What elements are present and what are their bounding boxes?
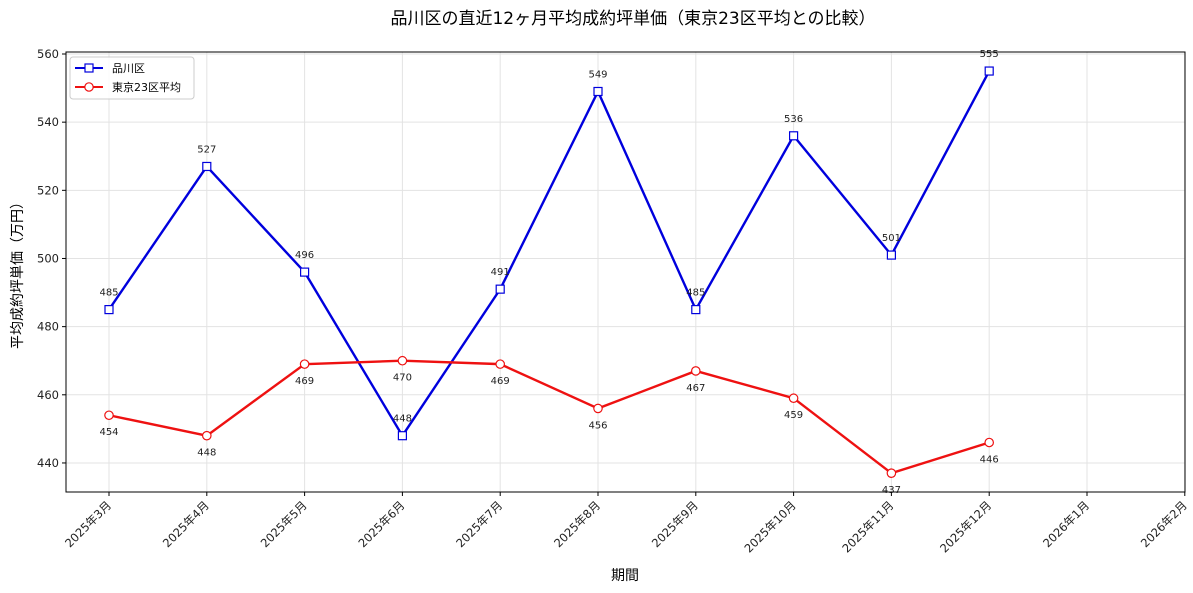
square-marker-icon [886,250,897,260]
x-tick-label: 2025年5月 [258,498,310,550]
x-tick-label: 2025年6月 [355,498,407,550]
square-marker-icon [788,131,799,141]
square-marker-icon [202,161,212,172]
data-label: 470 [393,373,412,384]
legend-item-tokyo23: 東京23区平均 [75,80,181,94]
data-label: 467 [686,383,705,394]
x-tick-label: 2025年10月 [742,498,799,555]
series-line [108,70,991,438]
y-tick-label: 560 [37,47,59,61]
data-label: 448 [393,414,412,425]
legend: 品川区 東京23区平均 [69,56,195,100]
data-label: 555 [980,49,999,60]
circle-marker-icon [104,410,114,421]
circle-marker-icon [397,355,408,366]
x-tick-label: 2025年12月 [937,498,994,555]
square-marker-icon [593,86,603,97]
legend-label: 東京23区平均 [112,80,181,94]
square-marker-icon [104,305,114,315]
series-line [108,359,990,475]
legend-label: 品川区 [112,62,145,75]
data-label: 485 [99,288,118,299]
x-tick-label: 2025年11月 [839,498,896,555]
series-1: 454 448 469 470 469 456 467 459 437 446 [99,355,999,496]
x-tick-label: 2026年2月 [1138,498,1190,550]
y-tick-label: 480 [37,320,59,334]
y-tick-label: 540 [37,115,59,129]
data-label: 485 [686,288,705,299]
circle-marker-icon [299,359,310,369]
circle-marker-icon [202,430,212,441]
square-marker-icon [300,267,310,277]
circle-marker-icon [886,468,897,478]
square-marker-icon [397,431,407,441]
square-marker-icon [84,63,94,73]
circle-marker-icon [984,437,994,448]
data-label: 536 [784,114,803,125]
square-marker-icon [984,66,994,76]
data-label: 456 [588,420,607,431]
x-tick-label: 2025年3月 [62,498,114,550]
square-marker-icon [691,305,701,315]
x-tick-label: 2025年8月 [551,498,603,550]
data-label: 446 [980,455,999,466]
x-tick-label: 2025年7月 [453,498,505,550]
data-label: 454 [99,427,118,438]
y-tick-label: 520 [37,183,59,197]
y-tick-label: 440 [37,456,59,470]
square-marker-icon [495,284,505,294]
x-axis: 2025年3月 2025年4月 2025年5月 2025年6月 2025年7月 2025年… [62,492,1190,555]
x-tick-label: 2025年9月 [649,498,701,550]
data-label: 501 [882,233,901,244]
legend-item-shinagawa: 品川区 [75,62,145,75]
y-axis-label: 平均成約坪単価（万円） [10,195,26,349]
circle-marker-icon [593,403,603,414]
data-label: 459 [784,410,803,421]
data-label: 549 [588,69,607,80]
x-tick-label: 2025年4月 [160,498,212,550]
circle-marker-icon [495,359,505,369]
y-axis: 440 460 480 500 520 540 560 [37,47,66,470]
grid-lines [66,52,1186,492]
circle-marker-icon [84,82,94,92]
x-axis-label: 期間 [611,568,639,584]
chart-title: 品川区の直近12ヶ月平均成約坪単価（東京23区平均との比較） [390,9,875,29]
data-label: 496 [295,250,314,261]
data-label: 491 [491,267,510,278]
circle-marker-icon [690,366,701,376]
data-label: 448 [197,448,216,459]
data-label: 469 [295,376,314,387]
series-0: 485 527 496 448 491 549 485 536 501 555 [99,49,999,441]
data-label: 469 [491,376,510,387]
circle-marker-icon [788,393,799,404]
y-tick-label: 500 [37,251,59,265]
x-tick-label: 2026年1月 [1040,498,1092,550]
data-label: 437 [882,485,901,496]
data-label: 527 [197,144,216,155]
y-tick-label: 460 [37,388,59,402]
